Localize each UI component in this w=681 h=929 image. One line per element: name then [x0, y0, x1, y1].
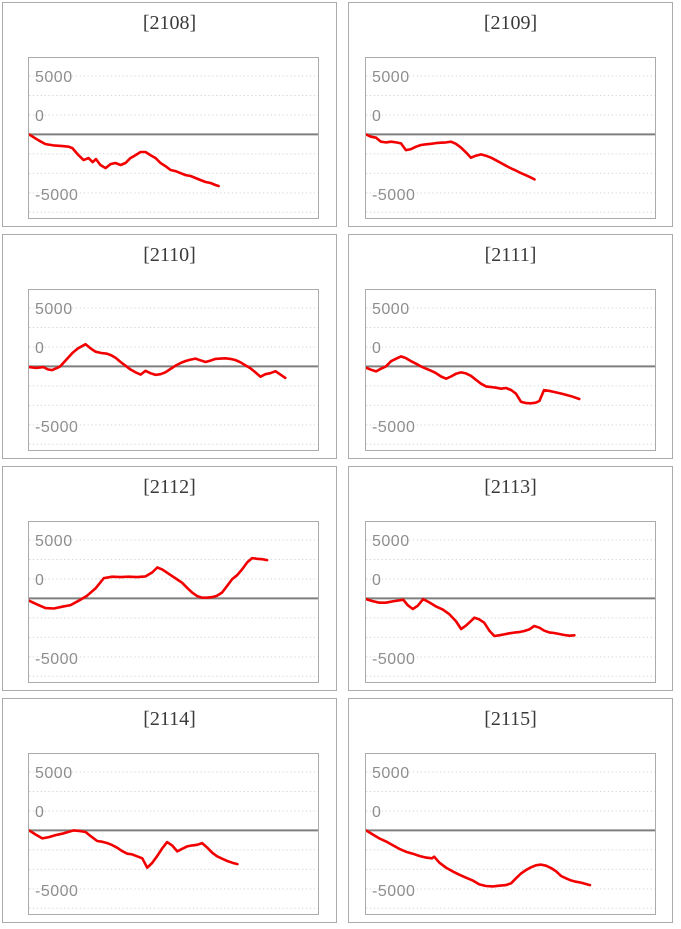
y-tick-label: 5000 — [372, 301, 410, 318]
y-tick-label: 5000 — [35, 533, 73, 550]
chart-title: [2109] — [483, 12, 538, 34]
y-tick-label: 5000 — [35, 301, 73, 318]
chart-title: [2110] — [143, 244, 196, 266]
plot-area: 5000 0 -5000 — [365, 753, 656, 915]
plot-area: 5000 0 -5000 — [28, 289, 319, 451]
chart-card-2115: [2115] 5000 0 -5000 — [348, 698, 673, 923]
chart-title: [2115] — [484, 708, 537, 730]
chart-title: [2111] — [484, 244, 537, 266]
chart-card-2112: [2112] 5000 0 -5000 — [2, 466, 337, 691]
line-chart — [29, 75, 318, 213]
y-tick-label: -5000 — [35, 419, 79, 436]
chart-card-2110: [2110] 5000 0 -5000 — [2, 234, 337, 459]
plot-area: 5000 0 -5000 — [365, 57, 656, 219]
plot-area: 5000 0 -5000 — [28, 521, 319, 683]
line-chart — [366, 539, 655, 677]
chart-title: [2108] — [142, 12, 197, 34]
chart-title: [2114] — [143, 708, 196, 730]
y-tick-label: -5000 — [35, 883, 79, 900]
line-chart — [29, 307, 318, 445]
line-chart — [366, 771, 655, 909]
chart-title: [2112] — [143, 476, 196, 498]
y-tick-label: 5000 — [35, 69, 73, 86]
chart-card-2113: [2113] 5000 0 -5000 — [348, 466, 673, 691]
chart-card-2109: [2109] 5000 0 -5000 — [348, 2, 673, 227]
y-tick-label: -5000 — [372, 651, 416, 668]
y-tick-label: 0 — [372, 108, 382, 125]
line-chart — [29, 771, 318, 909]
chart-card-2114: [2114] 5000 0 -5000 — [2, 698, 337, 923]
y-tick-label: -5000 — [35, 187, 79, 204]
plot-area: 5000 0 -5000 — [365, 521, 656, 683]
y-tick-label: -5000 — [372, 419, 416, 436]
y-tick-label: 0 — [35, 340, 45, 357]
y-tick-label: 0 — [372, 340, 382, 357]
y-tick-label: -5000 — [372, 187, 416, 204]
plot-area: 5000 0 -5000 — [28, 57, 319, 219]
y-tick-label: 5000 — [372, 533, 410, 550]
y-tick-label: 0 — [35, 572, 45, 589]
y-tick-label: 5000 — [372, 765, 410, 782]
y-tick-label: -5000 — [372, 883, 416, 900]
y-tick-label: 0 — [372, 804, 382, 821]
plot-area: 5000 0 -5000 — [365, 289, 656, 451]
y-tick-label: 5000 — [372, 69, 410, 86]
y-tick-label: 5000 — [35, 765, 73, 782]
chart-card-2111: [2111] 5000 0 -5000 — [348, 234, 673, 459]
chart-title: [2113] — [484, 476, 537, 498]
y-tick-label: 0 — [35, 108, 45, 125]
line-chart — [366, 307, 655, 445]
y-tick-label: 0 — [35, 804, 45, 821]
line-chart — [366, 75, 655, 213]
chart-card-2108: [2108] 5000 0 -5000 — [2, 2, 337, 227]
plot-area: 5000 0 -5000 — [28, 753, 319, 915]
line-chart — [29, 539, 318, 677]
y-tick-label: -5000 — [35, 651, 79, 668]
y-tick-label: 0 — [372, 572, 382, 589]
